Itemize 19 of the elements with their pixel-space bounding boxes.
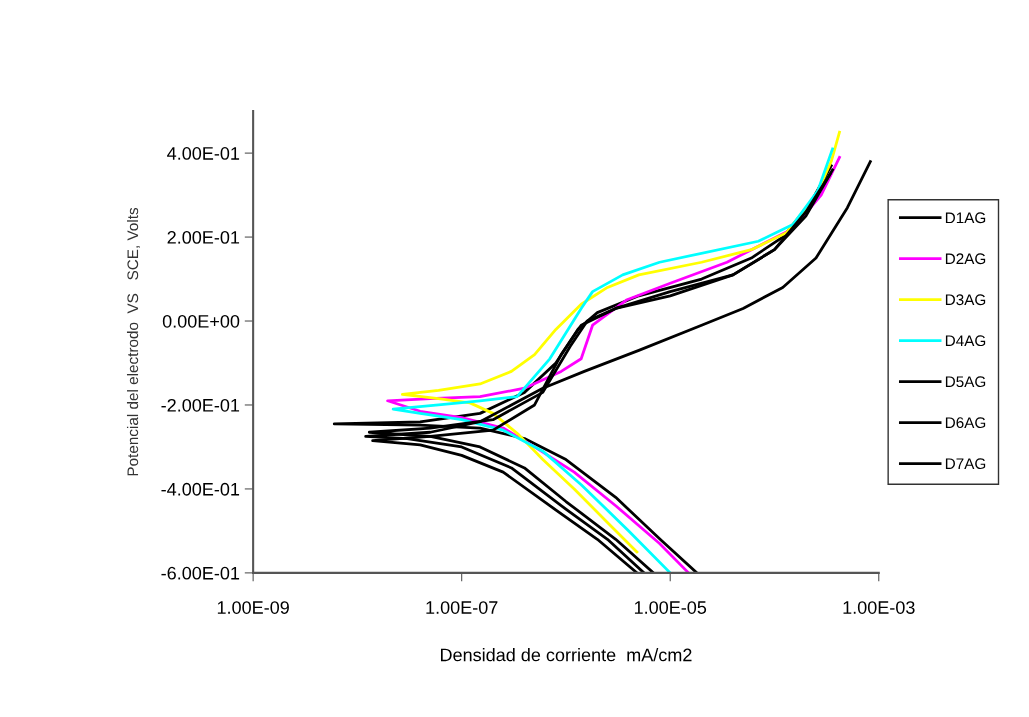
y-tick-label: 2.00E-01: [167, 231, 240, 244]
y-tick-label: -2.00E-01: [161, 398, 240, 412]
legend-label: D7AG: [945, 458, 986, 470]
y-tick-label: -6.00E-01: [161, 566, 240, 580]
x-tick-label: 1.00E-09: [217, 601, 289, 614]
legend-label: D2AG: [945, 253, 986, 265]
legend-label: D3AG: [945, 294, 986, 306]
legend-label: D5AG: [945, 376, 986, 388]
y-axis-title: Potencial del electrodo VS SCE, Volts: [126, 207, 140, 476]
legend-label: D1AG: [945, 212, 986, 224]
legend-label: D6AG: [945, 417, 986, 429]
y-tick-label: 4.00E-01: [167, 147, 240, 160]
x-tick-label: 1.00E-07: [426, 601, 498, 614]
x-tick-label: 1.00E-05: [634, 601, 707, 614]
y-tick-label: 0.00E+00: [162, 314, 240, 328]
x-tick-label: 1.00E-03: [843, 601, 915, 614]
x-axis-title: Densidad de corriente mA/cm2: [440, 648, 692, 662]
legend-label: D4AG: [945, 335, 986, 347]
y-tick-label: -4.00E-01: [161, 482, 240, 496]
